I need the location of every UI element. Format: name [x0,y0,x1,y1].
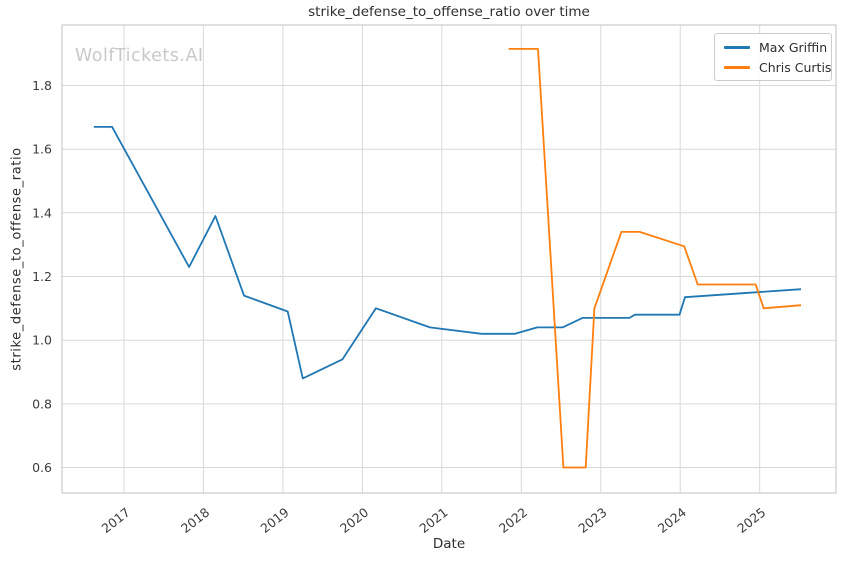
y-tick-label: 0.8 [32,396,52,411]
x-tick-label: 2025 [734,505,768,536]
plot-border [61,24,837,494]
y-tick-label: 0.6 [32,460,52,475]
y-tick-label: 1.6 [32,142,52,157]
x-axis-label: Date [432,536,466,552]
y-axis-label: strike_defense_to_offense_ratio [9,147,25,371]
chart-title: strike_defense_to_offense_ratio over tim… [308,4,590,20]
x-tick-label: 2017 [99,505,133,536]
x-tick-label: 2022 [496,505,530,536]
y-tick-label: 1.0 [32,333,52,348]
legend: Max Griffin Chris Curtis [714,33,832,81]
y-tick-label: 1.2 [32,269,52,284]
x-tick-label: 2024 [655,505,689,536]
legend-item: Chris Curtis [724,59,831,75]
series-line [93,126,802,380]
watermark: WolfTickets.AI [75,46,204,66]
x-tick-label: 2023 [575,505,609,536]
x-tick-label: 2019 [257,505,291,536]
legend-label: Max Griffin [759,39,828,55]
legend-item: Max Griffin [724,39,827,55]
legend-line-swatch [724,65,750,69]
legend-label: Chris Curtis [759,59,832,75]
series-line [508,48,802,469]
x-tick-label: 2020 [337,505,371,536]
y-tick-label: 1.8 [32,78,52,93]
y-tick-label: 1.4 [32,205,52,220]
x-tick-label: 2018 [178,505,212,536]
legend-line-swatch [724,45,750,49]
x-tick-label: 2021 [416,505,450,536]
